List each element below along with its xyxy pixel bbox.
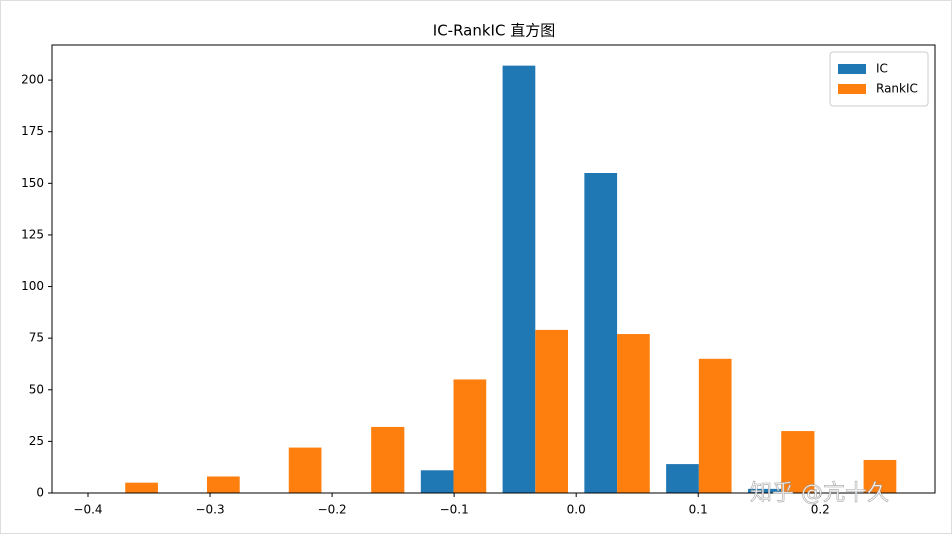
x-tick-label: −0.1 (440, 503, 469, 517)
y-tick-label: 75 (29, 331, 44, 345)
legend-label: IC (876, 62, 888, 76)
bar (371, 426, 405, 493)
x-tick-label: 0.1 (689, 503, 708, 517)
bar (502, 65, 536, 493)
bar (206, 476, 240, 493)
y-tick-label: 0 (36, 486, 44, 500)
x-tick-label: 0.2 (811, 503, 830, 517)
bar (748, 488, 782, 493)
legend-label: RankIC (876, 82, 918, 96)
y-tick-label: 100 (21, 279, 44, 293)
y-tick-label: 200 (21, 73, 44, 87)
legend-swatch (838, 64, 866, 74)
y-tick-label: 25 (29, 434, 44, 448)
legend-swatch (838, 84, 866, 94)
x-tick-label: −0.4 (73, 503, 102, 517)
y-tick-label: 50 (29, 382, 44, 396)
bar (698, 358, 732, 493)
watermark: 知乎 @亢十久 (750, 481, 889, 506)
bar (584, 173, 618, 493)
plot-frame (51, 44, 936, 494)
bar (617, 334, 650, 493)
x-tick-label: −0.3 (195, 503, 224, 517)
bar (535, 329, 569, 493)
bar (125, 482, 158, 493)
bar (863, 459, 897, 493)
y-tick-label: 125 (21, 227, 44, 241)
bar (453, 379, 487, 493)
x-tick-label: 0.0 (567, 503, 586, 517)
y-tick-label: 150 (21, 176, 44, 190)
chart-title: IC-RankIC 直方图 (433, 22, 555, 40)
bar (781, 431, 815, 493)
bar (288, 447, 322, 493)
legend-box (829, 51, 929, 107)
bar (666, 464, 699, 493)
y-tick-label: 175 (21, 124, 44, 138)
bar (420, 470, 454, 493)
x-tick-label: −0.2 (318, 503, 347, 517)
